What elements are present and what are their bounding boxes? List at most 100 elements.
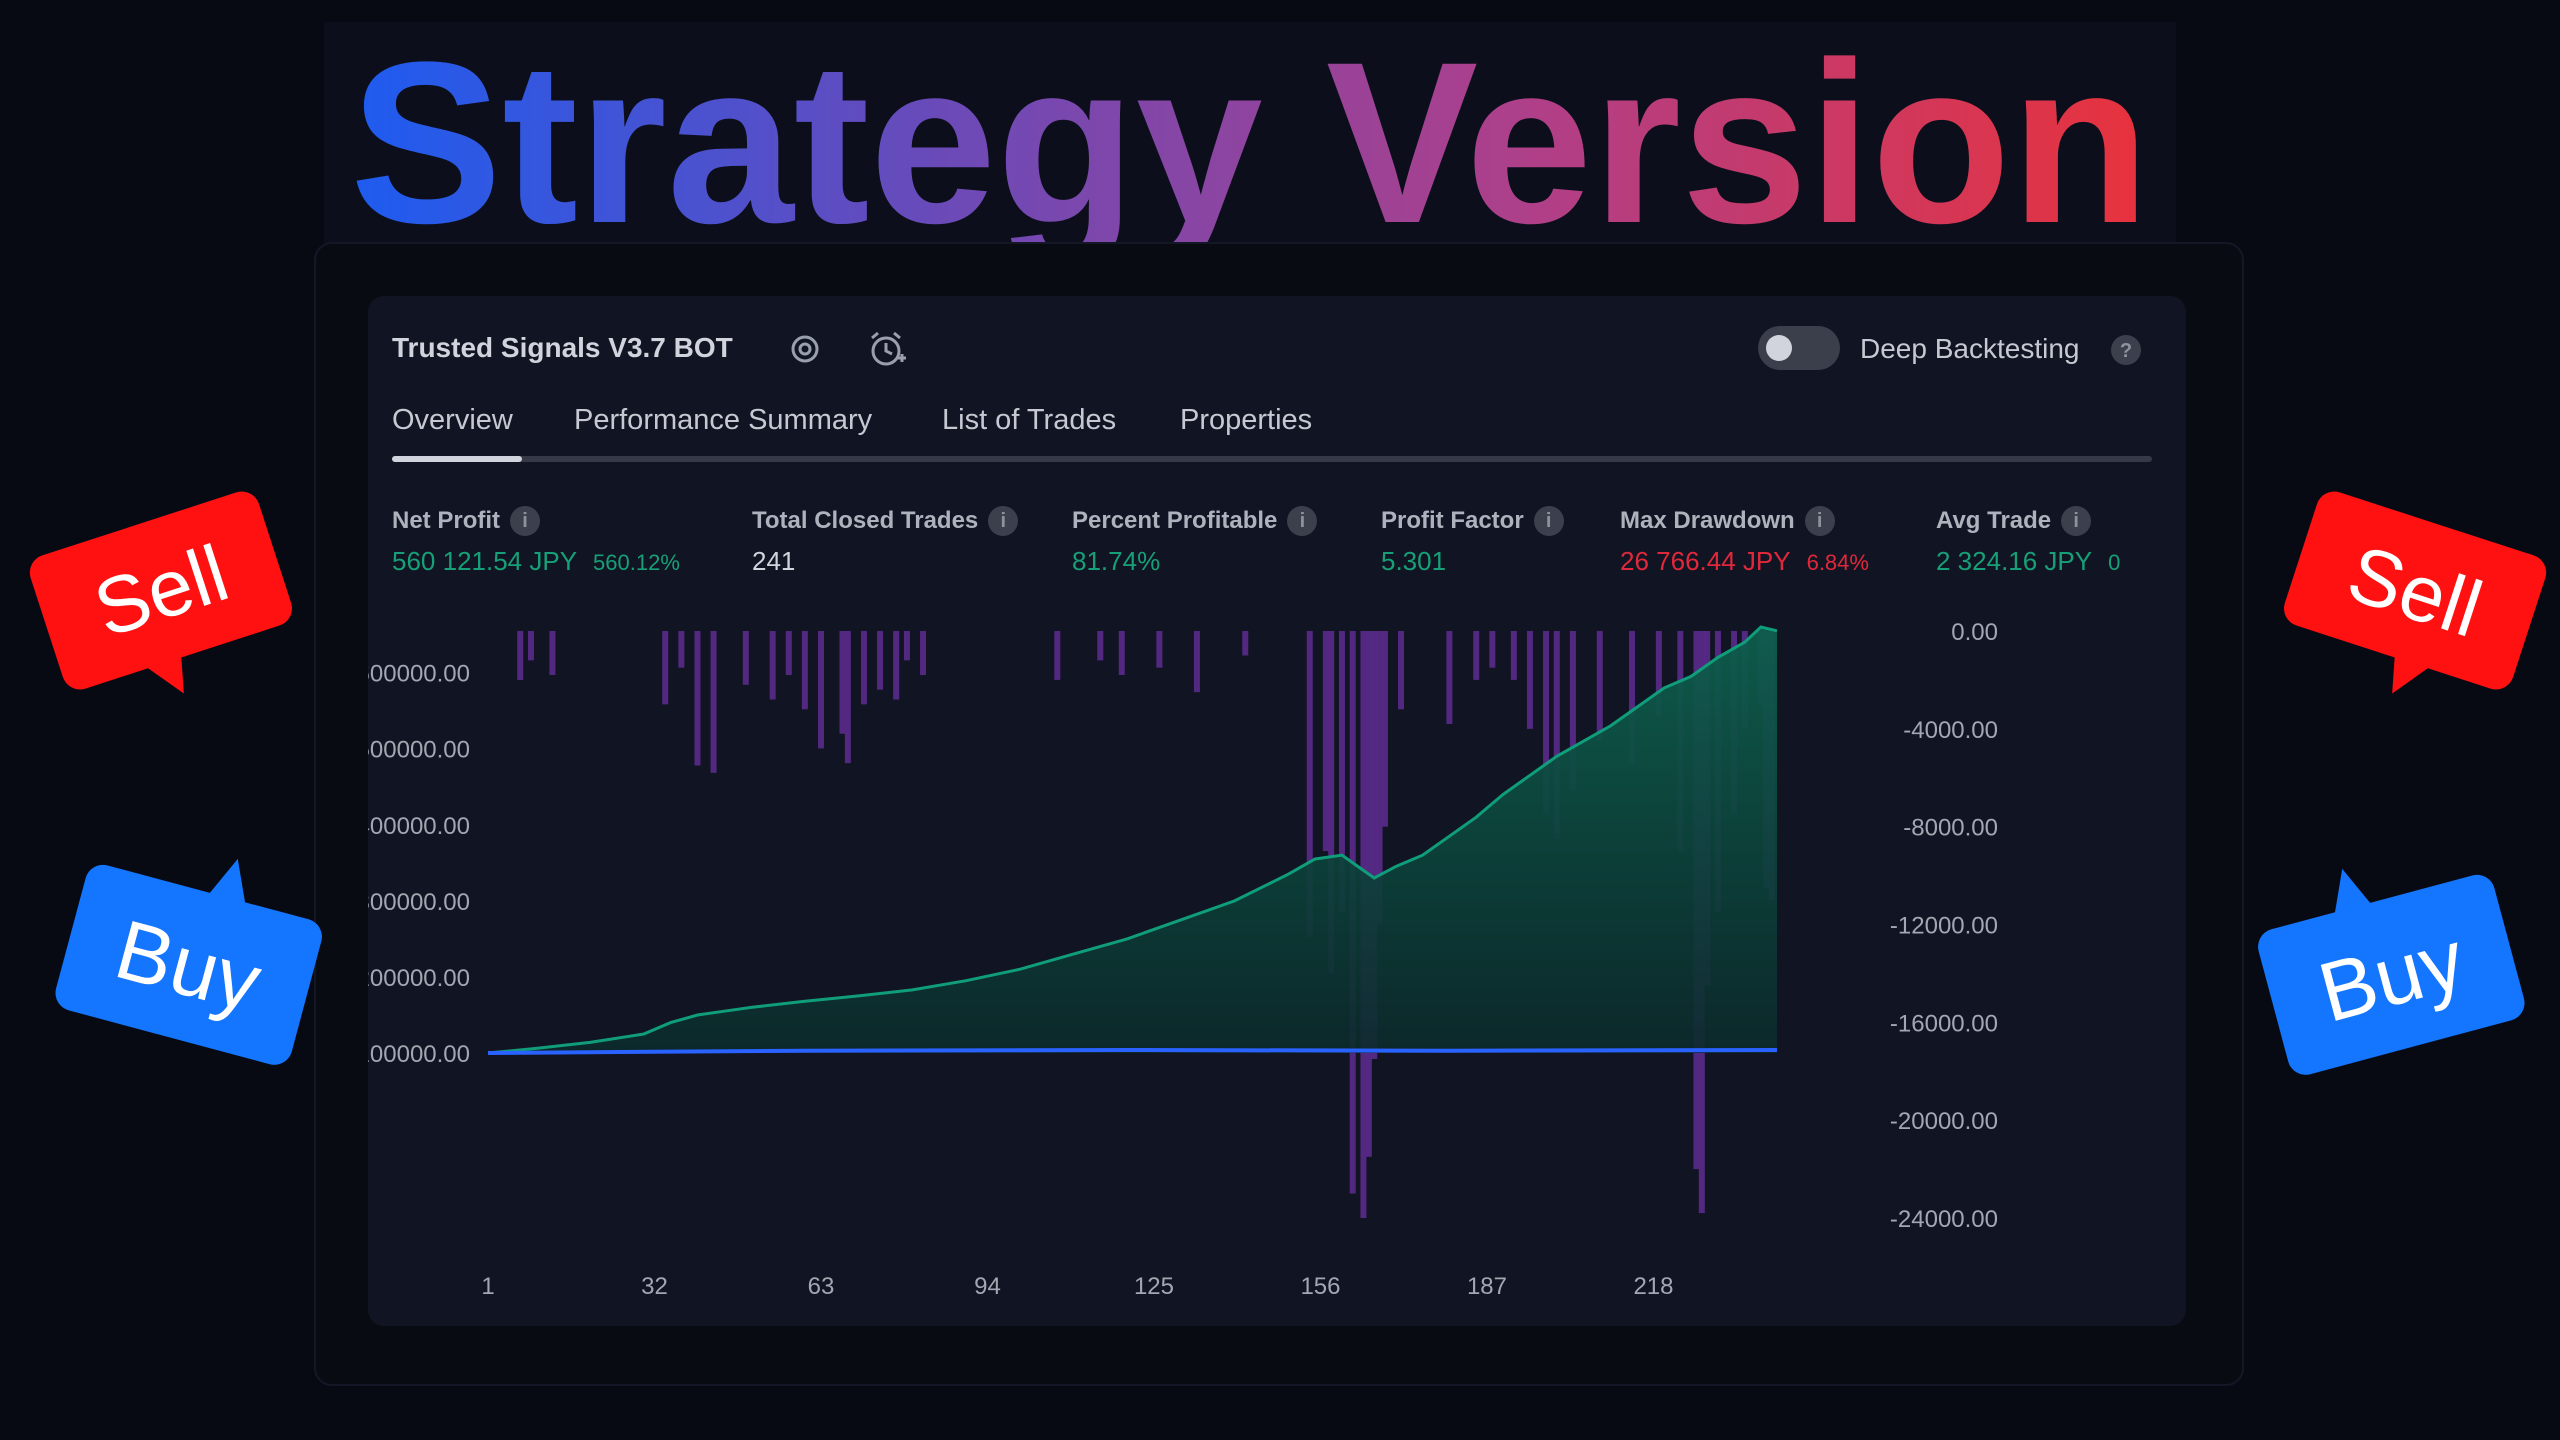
y-left-tick-label: 200000.00 bbox=[368, 965, 470, 992]
metric-value: 26 766.44 JPY bbox=[1620, 546, 1791, 576]
x-tick-label: 218 bbox=[1633, 1273, 1673, 1300]
drawdown-bar bbox=[817, 631, 824, 749]
metric-label: Total Closed Trades bbox=[752, 507, 979, 534]
drawdown-bar bbox=[1118, 631, 1125, 676]
buy-tag-tail bbox=[2334, 868, 2373, 917]
drawdown-bar bbox=[710, 631, 717, 773]
y-left-tick-label: 100000.00 bbox=[368, 1041, 470, 1068]
drawdown-bar bbox=[1510, 631, 1517, 680]
metric-value: 2 324.16 JPY bbox=[1936, 546, 2093, 576]
equity-chart: 600000.00 500000.00 400000.00 300000.00 2000… bbox=[368, 619, 1998, 1300]
y-left-tick-label: 600000.00 bbox=[368, 661, 470, 688]
info-icon[interactable]: i bbox=[1287, 506, 1318, 536]
sell-tag-left: Sell bbox=[29, 491, 292, 694]
drawdown-bar bbox=[1242, 631, 1249, 656]
drawdown-bar bbox=[527, 631, 534, 661]
metric-value: 5.301 bbox=[1381, 546, 1447, 576]
drawdown-bar bbox=[844, 631, 851, 764]
info-icon[interactable]: i bbox=[1804, 506, 1835, 536]
y-right-tick-label: -20000.00 bbox=[1890, 1108, 1998, 1135]
drawdown-bar bbox=[1193, 631, 1200, 693]
strategy-name: Trusted Signals V3.7 BOT bbox=[392, 332, 733, 363]
drawdown-bar bbox=[678, 631, 685, 668]
info-icon[interactable]: i bbox=[510, 506, 540, 536]
drawdown-bar bbox=[1553, 631, 1560, 839]
metric-label: Net Profit bbox=[392, 507, 500, 534]
y-right-tick-label: -4000.00 bbox=[1903, 717, 1998, 744]
drawdown-bar bbox=[1156, 631, 1163, 668]
help-icon[interactable]: ? bbox=[2110, 334, 2142, 366]
sell-tag-tail bbox=[142, 652, 184, 694]
active-tab-indicator bbox=[392, 456, 522, 462]
metric-profit-factor: Profit Factor i 5.301 bbox=[1381, 506, 1564, 577]
info-icon[interactable]: i bbox=[1533, 506, 1564, 536]
drawdown-bar bbox=[1526, 631, 1533, 729]
drawdown-bar bbox=[1596, 631, 1603, 742]
metric-label: Avg Trade bbox=[1936, 507, 2052, 534]
x-tick-label: 32 bbox=[641, 1273, 668, 1300]
metric-percent: 6.84% bbox=[1806, 550, 1869, 575]
tab-properties[interactable]: Properties bbox=[1180, 404, 1313, 436]
metric-value: 81.74% bbox=[1072, 546, 1161, 576]
y-left-tick-label: 300000.00 bbox=[368, 889, 470, 916]
drawdown-bar bbox=[1306, 631, 1313, 937]
drawdown-bar bbox=[549, 631, 556, 676]
drawdown-bar bbox=[893, 631, 900, 700]
metric-total-closed-trades: Total Closed Trades i 241 bbox=[752, 506, 1019, 577]
drawdown-bar bbox=[1628, 631, 1635, 766]
x-tick-label: 63 bbox=[808, 1273, 835, 1300]
y-left-tick-label: 500000.00 bbox=[368, 737, 470, 764]
sell-tag-shape bbox=[2284, 491, 2547, 690]
sell-tag-tail bbox=[2392, 652, 2434, 694]
x-tick-label: 187 bbox=[1467, 1273, 1507, 1300]
tab-performance-summary[interactable]: Performance Summary bbox=[574, 404, 873, 436]
svg-text:?: ? bbox=[2120, 340, 2132, 362]
drawdown-bar bbox=[1473, 631, 1480, 680]
y-right-tick-label: 0.00 bbox=[1951, 619, 1998, 646]
headline-graphic: Strategy Version bbox=[350, 22, 2150, 271]
buy-tag-left: Buy bbox=[55, 858, 322, 1065]
y-left-tick-label: 400000.00 bbox=[368, 813, 470, 840]
settings-icon[interactable] bbox=[788, 332, 822, 366]
add-alert-icon[interactable] bbox=[866, 328, 908, 370]
drawdown-bar bbox=[1376, 631, 1383, 925]
metric-label: Percent Profitable bbox=[1072, 507, 1278, 534]
drawdown-bar bbox=[1543, 631, 1550, 815]
drawdown-bar bbox=[903, 631, 910, 661]
drawdown-bar bbox=[877, 631, 884, 690]
drawdown-bar bbox=[1338, 631, 1345, 913]
buy-and-hold-line bbox=[487, 1047, 1778, 1055]
tab-overview[interactable]: Overview bbox=[392, 404, 513, 436]
chart-axes: 600000.00 500000.00 400000.00 300000.00 2000… bbox=[368, 619, 1998, 1300]
drawdown-bar bbox=[742, 631, 749, 685]
toggle-knob bbox=[1766, 335, 1792, 361]
drawdown-bar bbox=[1489, 631, 1496, 668]
metric-percent-profitable: Percent Profitable i 81.74% bbox=[1072, 506, 1318, 577]
x-tick-label: 1 bbox=[481, 1273, 494, 1300]
y-right-tick-label: -12000.00 bbox=[1890, 913, 1998, 940]
drawdown-bar bbox=[860, 631, 867, 705]
x-tick-label: 156 bbox=[1300, 1273, 1340, 1300]
strategy-tester-panel: Trusted Signals V3.7 BOT Deep Backtestin… bbox=[368, 296, 2186, 1326]
deep-backtesting-toggle[interactable] bbox=[1758, 326, 1840, 370]
equity-area-layer bbox=[487, 625, 1778, 1055]
metric-avg-trade: Avg Trade i 2 324.16 JPY 0 bbox=[1936, 506, 2120, 577]
drawdown-bar bbox=[1655, 631, 1662, 717]
metric-percent: 0 bbox=[2108, 550, 2121, 575]
tab-list-of-trades[interactable]: List of Trades bbox=[942, 404, 1117, 436]
buy-tag-shape bbox=[2258, 874, 2525, 1075]
tab-track bbox=[392, 456, 2152, 462]
info-icon[interactable]: i bbox=[988, 506, 1019, 536]
equity-line bbox=[487, 625, 1778, 1055]
drawdown-bar bbox=[1371, 631, 1378, 1060]
drawdown-bar bbox=[1446, 631, 1453, 724]
drawdown-bar bbox=[1322, 631, 1329, 852]
deep-backtesting-label: Deep Backtesting bbox=[1860, 333, 2080, 364]
drawdown-bar bbox=[920, 631, 927, 676]
x-tick-label: 125 bbox=[1134, 1273, 1174, 1300]
drawdown-bar bbox=[1398, 631, 1405, 710]
drawdown-bar bbox=[1381, 631, 1388, 827]
drawdown-bar bbox=[694, 631, 701, 766]
info-icon[interactable]: i bbox=[2061, 506, 2092, 536]
drawdown-bar bbox=[801, 631, 808, 710]
